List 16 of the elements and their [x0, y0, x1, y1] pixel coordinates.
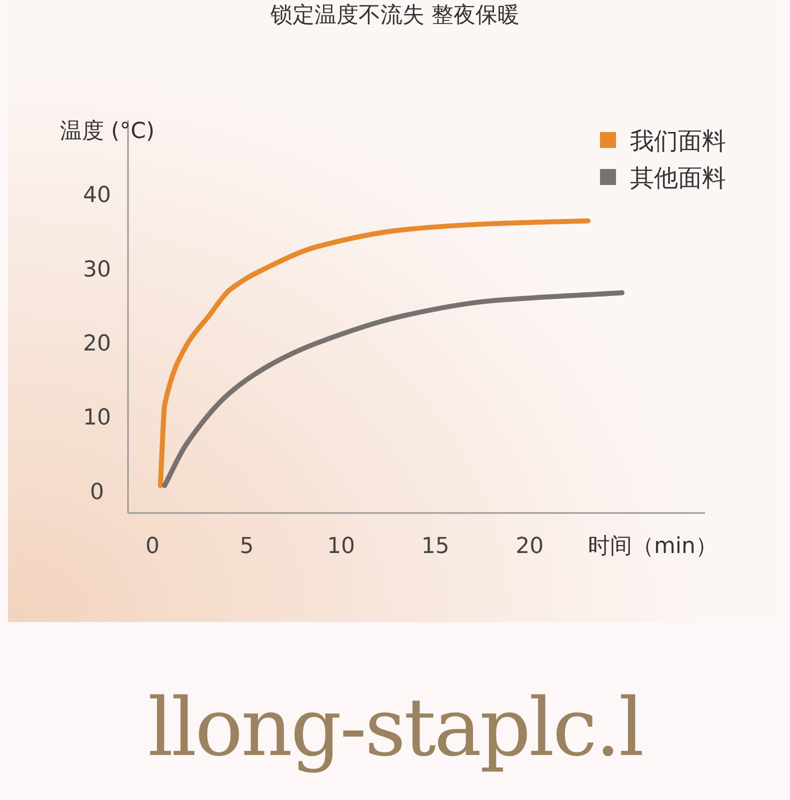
- text: llong-staplc.l: [148, 681, 643, 774]
- y-tick-label: 40: [83, 183, 111, 208]
- y-tick-label: 0: [90, 480, 104, 505]
- x-tick-label: 5: [240, 534, 254, 559]
- legend-label: 其他面料: [630, 164, 726, 192]
- x-tick-label: 15: [421, 534, 450, 559]
- x-tick-label: 0: [146, 534, 160, 559]
- y-tick-label: 30: [83, 257, 111, 282]
- x-tick-label: 10: [327, 534, 356, 559]
- x-tick-label: 20: [516, 534, 544, 559]
- legend-label: 我们面料: [630, 127, 726, 155]
- y-tick-label: 10: [83, 406, 111, 431]
- y-axis-title: 温度 (°C): [60, 119, 155, 144]
- chart-title: 锁定温度不流失 整夜保暖: [270, 3, 520, 28]
- y-tick-label: 20: [83, 331, 111, 356]
- x-axis-title: 时间（min）: [588, 534, 718, 559]
